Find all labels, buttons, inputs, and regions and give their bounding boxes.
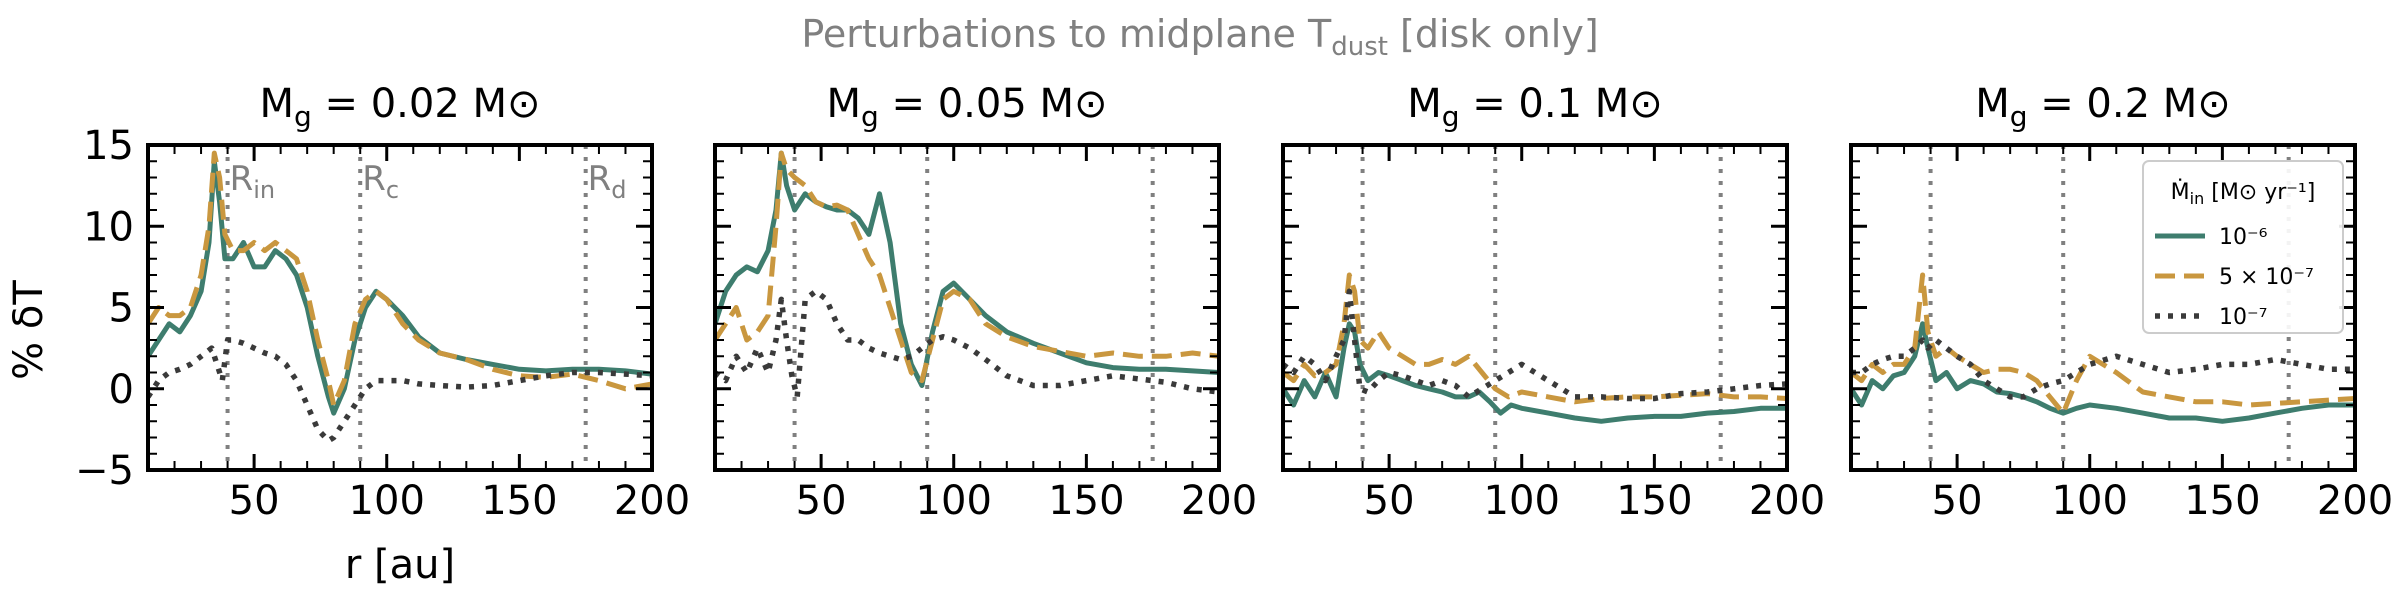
chart-panel-1: Mg = 0.02 M⊙ Rin Rc Rd 50 100 150 200 −5 0 5 10 15 xyxy=(75,81,690,524)
figure-suptitle: Perturbations to midplane Tdust [disk on… xyxy=(801,12,1598,62)
y-tick-label: −5 xyxy=(75,448,134,494)
x-tick-label: 200 xyxy=(614,478,690,524)
panel-title-main: M xyxy=(826,81,861,127)
chart-panel-2: Mg = 0.05 M⊙ 50 100 150 200 xyxy=(713,81,1257,524)
series-line-dashed xyxy=(148,150,652,408)
panel-title: Mg = 0.05 M⊙ xyxy=(826,81,1107,133)
y-tick-label: 5 xyxy=(109,286,134,332)
x-tick-label: 50 xyxy=(229,478,280,524)
series-line-solid xyxy=(1283,321,1787,424)
panel-title-sub: g xyxy=(861,100,879,133)
series-line-dashed xyxy=(715,150,1219,384)
x-tick-label: 200 xyxy=(1181,478,1257,524)
x-tick-label: 150 xyxy=(1048,478,1124,524)
panel-title-tail: = 0.2 M⊙ xyxy=(2027,81,2230,127)
legend-entry-label: 10⁻⁷ xyxy=(2219,305,2267,330)
x-tick-label: 100 xyxy=(916,478,992,524)
x-tick-label: 100 xyxy=(349,478,425,524)
reference-label: Rin xyxy=(230,159,276,204)
y-axis-label: % δT xyxy=(6,280,52,380)
series-line-dashed xyxy=(1283,272,1787,405)
panel-title-tail: = 0.02 M⊙ xyxy=(312,81,541,127)
series-line-dashed xyxy=(1851,272,2355,416)
reference-label: Rc xyxy=(362,159,399,204)
panel-title-sub: g xyxy=(1442,100,1460,133)
y-tick-label: 10 xyxy=(83,204,134,250)
y-tick-label: 0 xyxy=(109,367,134,413)
x-tick-label: 200 xyxy=(1749,478,1825,524)
x-tick-label: 100 xyxy=(2052,478,2128,524)
panel-title-main: M xyxy=(259,81,294,127)
series-line-dotted xyxy=(148,337,652,444)
series-line-dotted xyxy=(1851,337,2355,400)
series-line-solid xyxy=(1851,321,2355,424)
axes-frame xyxy=(1281,143,1789,472)
panel-title-tail: = 0.1 M⊙ xyxy=(1459,81,1662,127)
series-line-dotted xyxy=(715,288,1219,400)
x-tick-label: 100 xyxy=(1484,478,1560,524)
panel-title: Mg = 0.02 M⊙ xyxy=(259,81,540,133)
panel-title: Mg = 0.2 M⊙ xyxy=(1975,81,2231,133)
x-tick-label: 200 xyxy=(2317,478,2393,524)
legend-entry-label: 5 × 10⁻⁷ xyxy=(2219,265,2314,290)
panel-title-main: M xyxy=(1407,81,1442,127)
panel-title-main: M xyxy=(1975,81,2010,127)
axes-frame xyxy=(146,143,654,472)
panel-title-sub: g xyxy=(2010,100,2028,133)
x-tick-label: 150 xyxy=(2184,478,2260,524)
panel-title-sub: g xyxy=(294,100,312,133)
chart-panel-3: Mg = 0.1 M⊙ 50 100 150 200 xyxy=(1281,81,1825,524)
y-tick-label: 15 xyxy=(83,123,134,169)
x-tick-label: 150 xyxy=(481,478,557,524)
x-tick-label: 50 xyxy=(1932,478,1983,524)
x-tick-label: 50 xyxy=(1364,478,1415,524)
panel-title: Mg = 0.1 M⊙ xyxy=(1407,81,1663,133)
legend: Ṁin [M⊙ yr⁻¹] 10⁻⁶ 5 × 10⁻⁷ 10⁻⁷ xyxy=(2142,160,2344,334)
x-tick-label: 50 xyxy=(796,478,847,524)
legend-entry-label: 10⁻⁶ xyxy=(2219,225,2268,250)
reference-label: Rd xyxy=(588,159,627,204)
suptitle-tail: [disk only] xyxy=(1388,12,1599,56)
panel-title-tail: = 0.05 M⊙ xyxy=(879,81,1108,127)
legend-title: Ṁin [M⊙ yr⁻¹] xyxy=(2171,179,2316,208)
suptitle-main: Perturbations to midplane T xyxy=(801,12,1332,56)
series-line-solid xyxy=(148,158,652,416)
x-axis-label: r [au] xyxy=(345,542,455,588)
legend-box xyxy=(2142,160,2344,334)
chart-panel-4: Mg = 0.2 M⊙ 50 100 150 200 xyxy=(1849,81,2393,524)
x-tick-label: 150 xyxy=(1616,478,1692,524)
suptitle-sub: dust xyxy=(1331,32,1388,62)
